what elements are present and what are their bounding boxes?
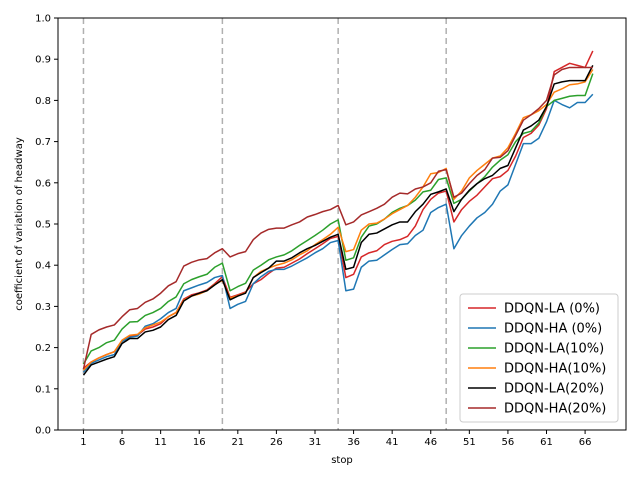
y-axis-label: coefficient of variation of headway [14,137,25,311]
y-tick-label-10: 1.0 [35,14,51,25]
legend-label-1: DDQN-HA (0%) [504,322,602,337]
series-layer [82,50,594,376]
x-tick-label-2: 11 [154,437,167,448]
legend-label-0: DDQN-LA (0%) [504,302,600,317]
series-line-1 [82,93,594,373]
series-line-3 [82,69,594,371]
x-tick-label-6: 31 [309,437,322,448]
x-tick-label-10: 51 [463,437,476,448]
x-tick-label-12: 61 [540,437,553,448]
legend-label-4: DDQN-LA(20%) [504,382,604,397]
y-tick-label-2: 0.2 [35,343,51,354]
series-line-4 [82,65,594,376]
x-tick-label-13: 66 [579,437,592,448]
x-tick-label-8: 41 [386,437,399,448]
y-tick-label-9: 0.9 [35,55,51,66]
y-tick-label-4: 0.4 [35,261,51,272]
series-line-2 [82,73,594,365]
vertical-reference-lines [82,18,447,430]
legend-label-3: DDQN-HA(10%) [504,362,606,377]
x-tick-label-3: 16 [193,437,206,448]
y-tick-label-6: 0.6 [35,178,51,189]
x-tick-label-1: 6 [119,437,125,448]
x-axis-ticks: 1 6 11 16 21 26 31 36 41 46 51 56 61 66 [80,430,591,448]
y-tick-label-1: 0.1 [35,384,51,395]
legend-box [459,293,619,423]
x-tick-label-5: 26 [270,437,283,448]
legend: DDQN-LA (0%) DDQN-HA (0%) DDQN-LA(10%) DDQN… [459,293,619,423]
legend-label-5: DDQN-HA(20%) [504,402,606,417]
x-tick-label-0: 1 [80,437,86,448]
x-tick-label-7: 36 [347,437,360,448]
y-tick-label-7: 0.7 [35,137,51,148]
series-line-5 [82,66,593,370]
y-axis-ticks: 0.0 0.1 0.2 0.3 0.4 0.5 0.6 0.7 0.8 0.9 1.0 [35,14,58,437]
legend-label-2: DDQN-LA(10%) [504,342,604,357]
y-tick-label-5: 0.5 [35,220,51,231]
x-tick-label-11: 56 [502,437,515,448]
x-tick-label-9: 46 [424,437,437,448]
y-tick-label-0: 0.0 [35,426,51,437]
x-tick-label-4: 21 [231,437,244,448]
y-tick-label-8: 0.8 [35,96,51,107]
y-tick-label-3: 0.3 [35,302,51,313]
x-axis-label: stop [331,455,353,466]
